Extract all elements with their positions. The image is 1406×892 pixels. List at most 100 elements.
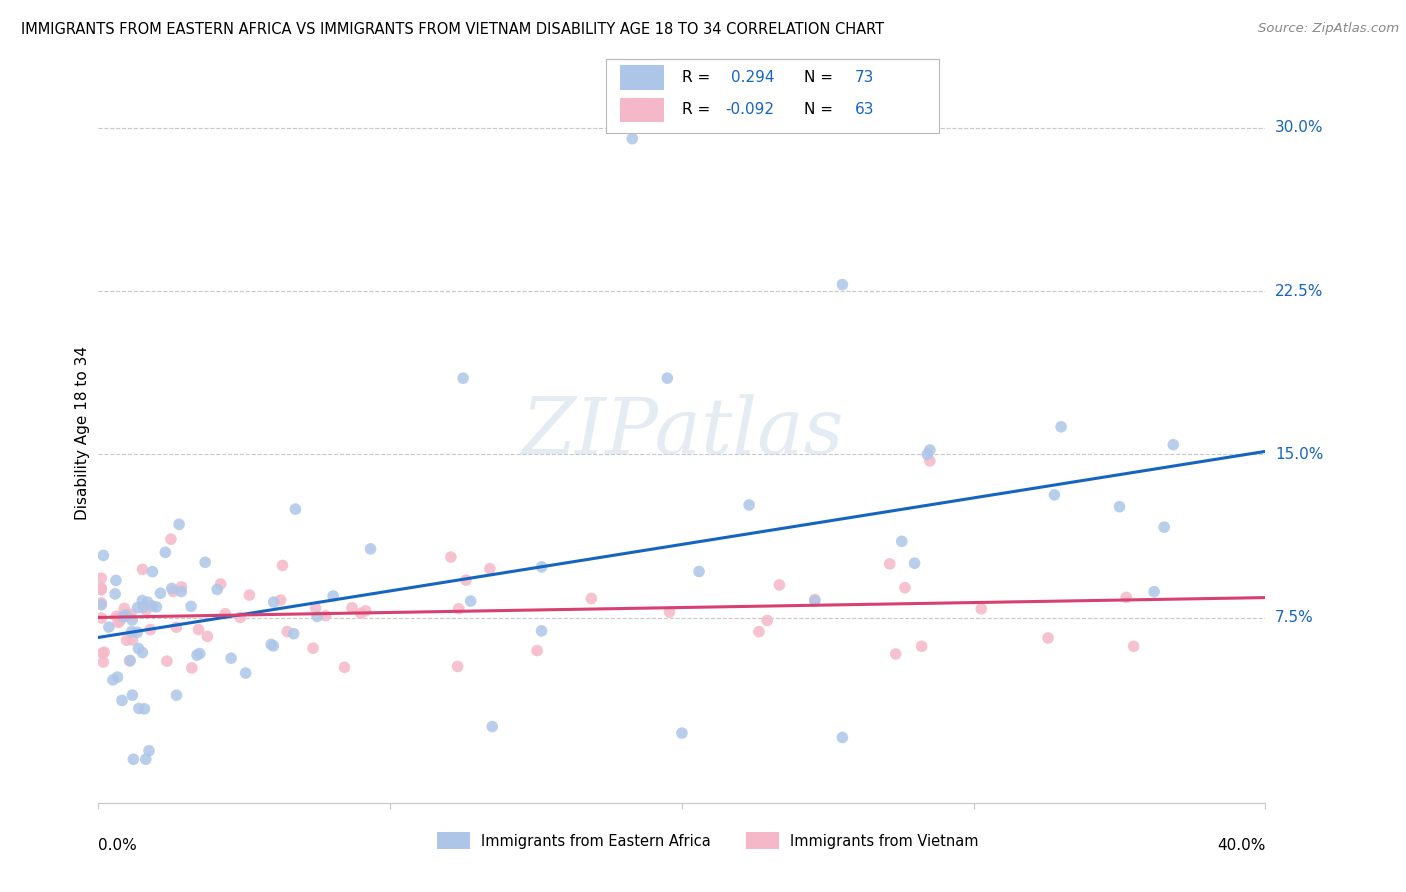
- Point: [530, 560, 553, 574]
- Point: [879, 557, 901, 571]
- Point: [120, 607, 142, 622]
- Point: [170, 584, 193, 599]
- Point: [360, 541, 382, 556]
- Point: [283, 626, 305, 640]
- Point: [307, 609, 329, 624]
- Point: [581, 591, 603, 606]
- Point: [478, 561, 501, 575]
- Point: [90, 598, 112, 612]
- Text: 15.0%: 15.0%: [1275, 447, 1323, 462]
- Point: [141, 599, 163, 613]
- Point: [187, 623, 209, 637]
- FancyBboxPatch shape: [606, 59, 939, 133]
- Bar: [747, 832, 779, 848]
- Point: [831, 277, 853, 292]
- Point: [180, 661, 202, 675]
- Point: [530, 624, 553, 638]
- Point: [93, 549, 115, 563]
- Point: [1115, 591, 1137, 605]
- Point: [354, 604, 377, 618]
- Text: 30.0%: 30.0%: [1275, 120, 1323, 136]
- Point: [884, 647, 907, 661]
- Point: [104, 574, 127, 588]
- Point: [1143, 584, 1166, 599]
- Text: R =: R =: [682, 70, 716, 85]
- Y-axis label: Disability Age 18 to 34: Disability Age 18 to 34: [75, 345, 90, 520]
- Point: [97, 620, 120, 634]
- Point: [160, 582, 183, 596]
- Point: [748, 624, 770, 639]
- Point: [115, 633, 138, 648]
- Point: [271, 558, 294, 573]
- Point: [107, 670, 129, 684]
- Point: [918, 443, 941, 458]
- Point: [481, 720, 503, 734]
- Point: [149, 586, 172, 600]
- Point: [768, 578, 790, 592]
- Point: [170, 580, 193, 594]
- Point: [132, 600, 155, 615]
- Point: [145, 599, 167, 614]
- Bar: [437, 832, 470, 848]
- Point: [322, 589, 344, 603]
- Point: [121, 624, 143, 639]
- Point: [156, 654, 179, 668]
- Point: [315, 608, 337, 623]
- Point: [107, 615, 129, 630]
- Text: IMMIGRANTS FROM EASTERN AFRICA VS IMMIGRANTS FROM VIETNAM DISABILITY AGE 18 TO 3: IMMIGRANTS FROM EASTERN AFRICA VS IMMIGR…: [21, 22, 884, 37]
- Point: [166, 688, 188, 702]
- Point: [756, 614, 779, 628]
- Point: [340, 600, 363, 615]
- Point: [131, 593, 153, 607]
- Point: [139, 623, 162, 637]
- Point: [188, 647, 211, 661]
- Point: [1122, 640, 1144, 654]
- Text: R =: R =: [682, 103, 716, 118]
- Text: 7.5%: 7.5%: [1275, 610, 1313, 625]
- Point: [112, 601, 135, 615]
- Text: ZIPatlas: ZIPatlas: [520, 394, 844, 471]
- Text: -0.092: -0.092: [725, 103, 775, 118]
- Point: [302, 641, 325, 656]
- Point: [167, 517, 190, 532]
- Point: [1153, 520, 1175, 534]
- Point: [1050, 420, 1073, 434]
- Point: [131, 562, 153, 576]
- Text: 40.0%: 40.0%: [1218, 838, 1265, 854]
- Point: [155, 545, 177, 559]
- Point: [93, 645, 115, 659]
- Point: [205, 582, 228, 597]
- Point: [105, 609, 128, 624]
- Text: N =: N =: [804, 103, 838, 118]
- Point: [350, 606, 373, 620]
- Point: [451, 371, 474, 385]
- Point: [90, 596, 112, 610]
- Point: [90, 611, 112, 625]
- Point: [219, 651, 242, 665]
- Point: [111, 693, 134, 707]
- Point: [304, 601, 326, 615]
- Point: [214, 607, 236, 621]
- Point: [229, 610, 252, 624]
- Point: [90, 571, 112, 585]
- Point: [112, 610, 135, 624]
- Point: [804, 594, 827, 608]
- Point: [91, 646, 114, 660]
- Point: [131, 646, 153, 660]
- Point: [333, 660, 356, 674]
- Point: [658, 605, 681, 619]
- Text: N =: N =: [804, 70, 838, 85]
- Point: [918, 454, 941, 468]
- Point: [738, 498, 761, 512]
- Text: 73: 73: [855, 70, 875, 85]
- Point: [186, 648, 208, 662]
- Point: [526, 643, 548, 657]
- Point: [460, 594, 482, 608]
- Point: [197, 629, 219, 643]
- Point: [90, 582, 112, 597]
- Point: [910, 640, 932, 654]
- Point: [894, 581, 917, 595]
- Point: [194, 555, 217, 569]
- Bar: [620, 65, 665, 90]
- Point: [162, 584, 184, 599]
